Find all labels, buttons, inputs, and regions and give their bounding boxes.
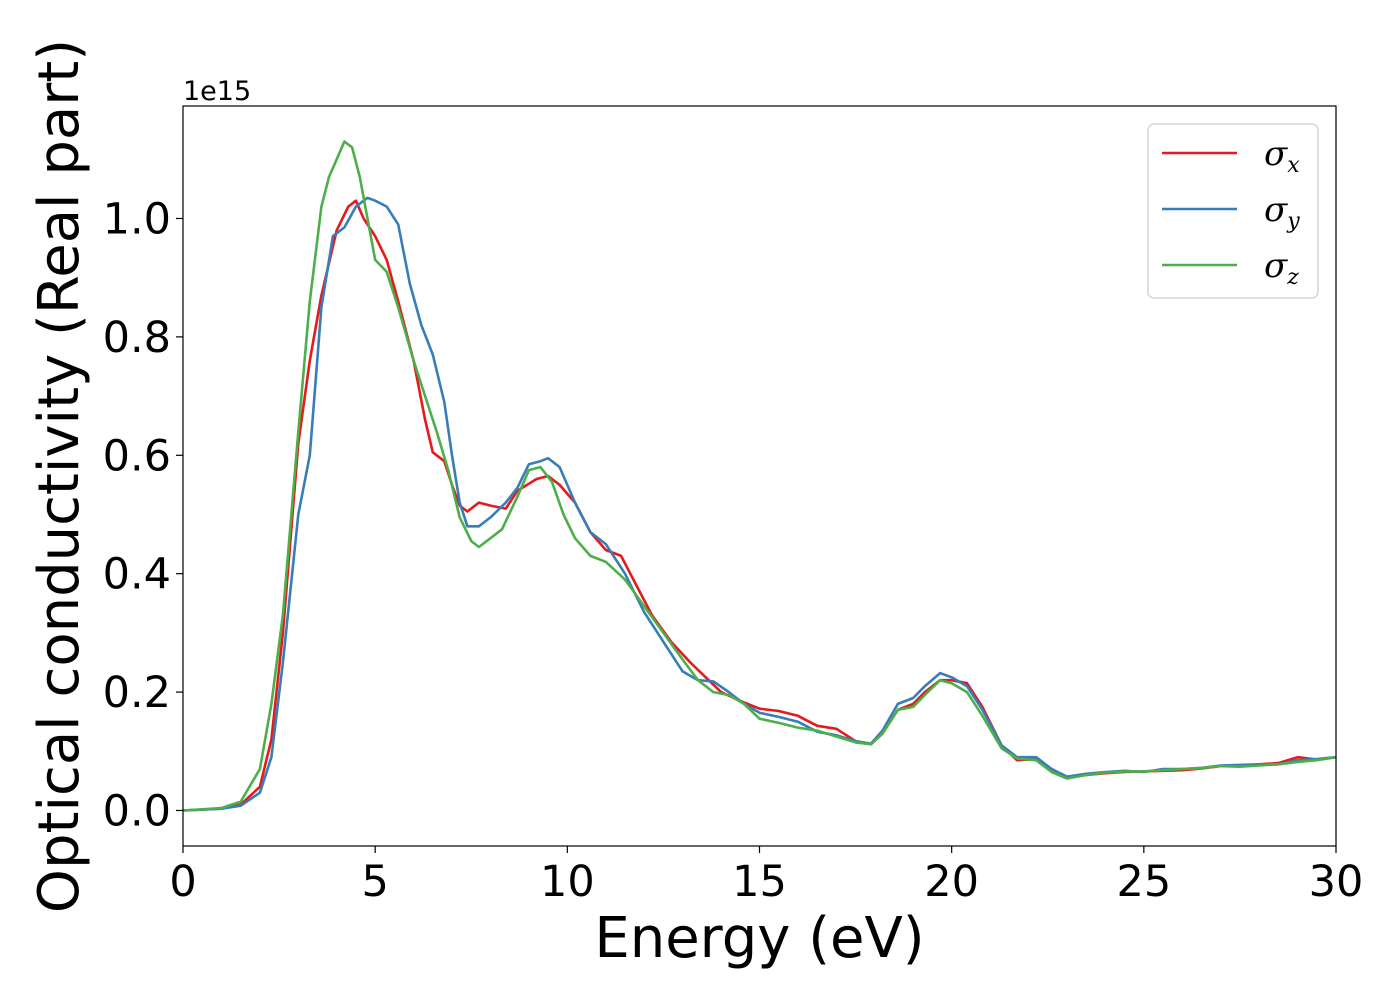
y-tick-label: 0.0 [103,786,171,836]
x-tick-label: 25 [1116,857,1171,907]
legend-box [1147,123,1319,299]
x-tick-label: 0 [169,857,196,907]
x-axis: 0 5 10 15 20 25 30 [169,846,1363,907]
x-tick-label: 30 [1309,857,1364,907]
x-tick-label: 5 [361,857,388,907]
y-offset-label: 1e15 [183,76,251,107]
series-line-z [182,140,1337,812]
y-axis-label: Optical conductivity (Real part) [27,39,92,913]
y-tick-label: 1.0 [103,194,171,244]
y-tick-label: 0.8 [103,313,171,363]
y-tick-label: 0.6 [103,431,171,481]
y-tick-label: 0.2 [103,668,171,718]
y-tick-label: 0.4 [103,550,171,600]
x-tick-label: 10 [540,857,595,907]
series-layer [182,140,1337,812]
y-axis: 0.0 0.2 0.4 0.6 0.8 1.0 [103,194,183,836]
x-tick-label: 20 [924,857,979,907]
x-tick-label: 15 [732,857,787,907]
x-axis-label: Energy (eV) [594,906,924,971]
